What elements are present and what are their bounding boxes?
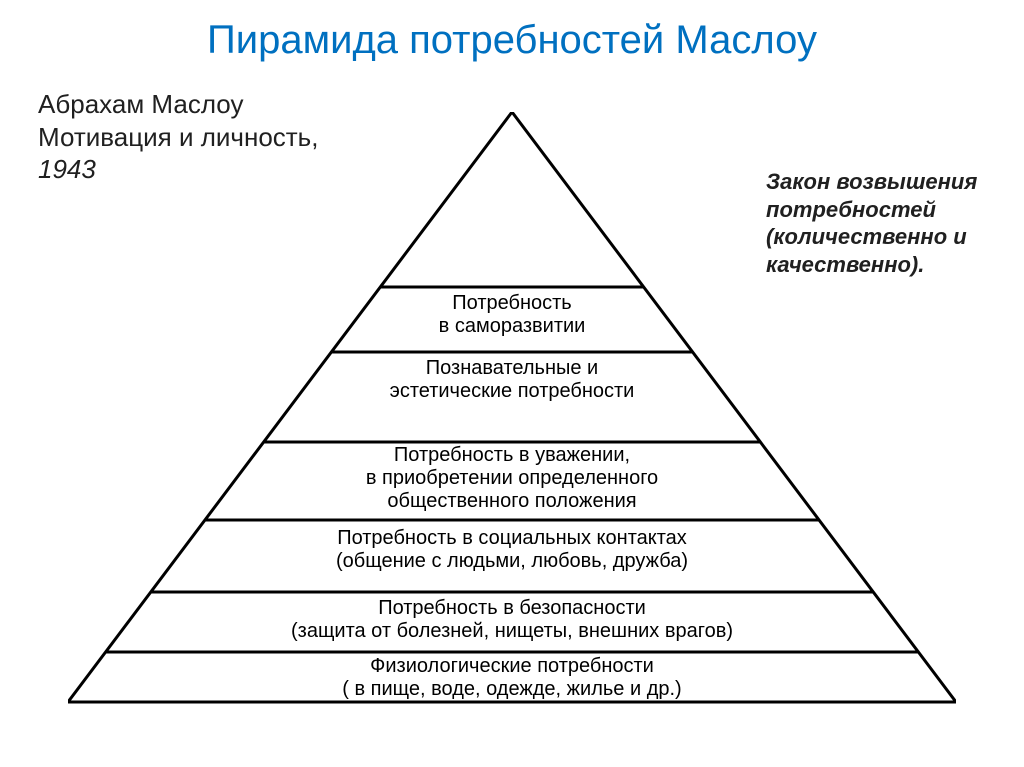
pyramid-svg — [68, 112, 956, 722]
page-title: Пирамида потребностей Маслоу — [0, 18, 1024, 63]
pyramid-diagram: Потребностьв саморазвитииПознавательные … — [68, 112, 956, 722]
